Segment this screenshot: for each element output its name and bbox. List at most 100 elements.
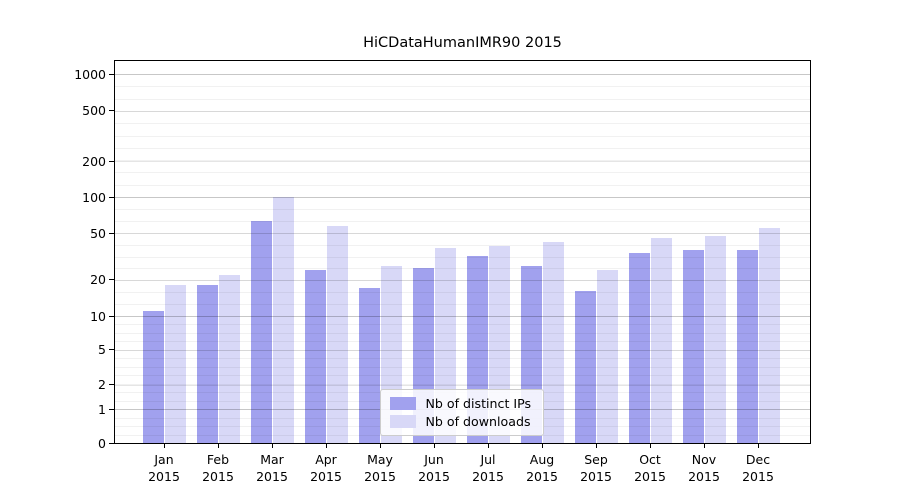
y-tick-mark-20 xyxy=(109,279,114,281)
plot-frame xyxy=(113,59,811,444)
year-label: 2015 xyxy=(256,468,288,484)
legend-label: Nb of downloads xyxy=(425,413,531,429)
minor-gridline xyxy=(114,256,810,258)
year-label: 2015 xyxy=(148,468,180,484)
x-tick-label-jun: Jun 2015 xyxy=(402,452,466,485)
x-tick-mark-jun xyxy=(433,443,435,448)
x-tick-label-oct: Oct 2015 xyxy=(618,452,682,485)
minor-gridline xyxy=(114,232,810,234)
y-tick-label-5: 5 xyxy=(98,342,106,357)
bar-downloads-mar xyxy=(272,197,294,444)
minor-gridline xyxy=(114,324,810,326)
month-label: Sep xyxy=(584,452,608,467)
month-label: Apr xyxy=(315,452,337,467)
legend-row-downloads: Nb of downloads xyxy=(389,413,534,431)
year-label: 2015 xyxy=(526,468,558,484)
y-tick-label-50: 50 xyxy=(90,225,106,241)
year-label: 2015 xyxy=(364,468,396,484)
bar-downloads-sep xyxy=(596,270,618,444)
bar-downloads-jan xyxy=(164,285,186,444)
legend-label: Nb of distinct IPs xyxy=(425,395,532,411)
year-label: 2015 xyxy=(418,468,450,484)
month-label: Nov xyxy=(691,452,717,467)
y-tick-label-0: 0 xyxy=(98,436,106,451)
x-tick-label-feb: Feb 2015 xyxy=(186,452,250,485)
x-tick-label-dec: Dec 2015 xyxy=(726,452,790,485)
x-tick-label-nov: Nov 2015 xyxy=(672,452,736,485)
month-label: Jul xyxy=(480,452,496,467)
minor-gridline xyxy=(114,366,810,368)
year-label: 2015 xyxy=(634,468,666,484)
x-tick-mark-feb xyxy=(217,443,219,448)
y-tick-label-2: 2 xyxy=(98,377,106,392)
x-tick-label-sep: Sep 2015 xyxy=(564,452,628,485)
month-label: Mar xyxy=(260,452,284,467)
minor-gridline xyxy=(114,184,810,186)
minor-gridline xyxy=(114,98,810,100)
x-tick-label-mar: Mar 2015 xyxy=(240,452,304,485)
x-tick-label-jul: Jul 2015 xyxy=(456,452,520,485)
y-tick-label-500: 500 xyxy=(82,103,106,118)
bar-downloads-feb xyxy=(218,274,240,444)
x-tick-mark-apr xyxy=(325,443,327,448)
month-label: Jun xyxy=(424,452,444,467)
month-label: Feb xyxy=(206,452,230,467)
y-tick-mark-5 xyxy=(109,349,114,351)
y-tick-mark-200 xyxy=(109,160,114,162)
bar-distinct-ips-feb xyxy=(196,285,218,444)
bar-downloads-dec xyxy=(758,228,780,444)
y-tick-mark-500 xyxy=(109,110,114,112)
major-gridline-1000 xyxy=(114,74,810,75)
minor-gridline xyxy=(114,383,810,385)
x-tick-mark-may xyxy=(379,443,381,448)
year-label: 2015 xyxy=(742,468,774,484)
legend: Nb of distinct IPs Nb of downloads xyxy=(379,388,544,436)
minor-gridline xyxy=(114,172,810,174)
minor-gridline xyxy=(114,123,810,125)
gridline-200 xyxy=(114,161,810,162)
minor-gridline xyxy=(114,160,810,162)
x-tick-mark-oct xyxy=(649,443,651,448)
x-tick-mark-nov xyxy=(703,443,705,448)
month-label: Oct xyxy=(639,452,661,467)
bar-distinct-ips-mar xyxy=(250,220,272,444)
legend-row-distinct-ips: Nb of distinct IPs xyxy=(389,395,534,413)
minor-gridline xyxy=(114,341,810,343)
bar-distinct-ips-oct xyxy=(628,252,650,444)
y-tick-label-20: 20 xyxy=(90,272,106,287)
bar-downloads-oct xyxy=(650,238,672,444)
bar-distinct-ips-sep xyxy=(574,291,596,444)
x-tick-label-may: May 2015 xyxy=(348,452,412,485)
legend-swatch-icon xyxy=(389,415,416,428)
y-tick-label-1000: 1000 xyxy=(74,66,106,82)
year-label: 2015 xyxy=(688,468,720,484)
minor-gridline xyxy=(114,332,810,334)
year-label: 2015 xyxy=(310,468,342,484)
x-tick-mark-jan xyxy=(163,443,165,448)
x-tick-label-jan: Jan 2015 xyxy=(132,452,196,485)
chart-title: HiCDataHumanIMR90 2015 xyxy=(363,35,562,51)
bar-distinct-ips-dec xyxy=(736,249,758,444)
year-label: 2015 xyxy=(580,468,612,484)
y-tick-label-1: 1 xyxy=(98,401,106,417)
legend-swatch-icon xyxy=(389,397,416,410)
y-tick-mark-2 xyxy=(109,384,114,386)
major-gridline-10 xyxy=(114,316,810,317)
x-tick-mark-mar xyxy=(271,443,273,448)
gridline-2 xyxy=(114,384,810,386)
y-tick-mark-100 xyxy=(109,196,114,198)
y-tick-mark-10 xyxy=(109,315,114,317)
y-tick-label-10: 10 xyxy=(90,308,106,324)
x-tick-label-apr: Apr 2015 xyxy=(294,452,358,485)
gridline-50 xyxy=(114,233,810,234)
minor-gridline xyxy=(114,135,810,137)
minor-gridline xyxy=(114,280,810,282)
bar-downloads-apr xyxy=(326,226,348,444)
minor-gridline xyxy=(114,147,810,149)
x-tick-mark-jul xyxy=(487,443,489,448)
y-tick-mark-1 xyxy=(109,408,114,410)
x-tick-mark-aug xyxy=(541,443,543,448)
month-label: May xyxy=(367,452,393,467)
gridline-20 xyxy=(114,279,810,281)
